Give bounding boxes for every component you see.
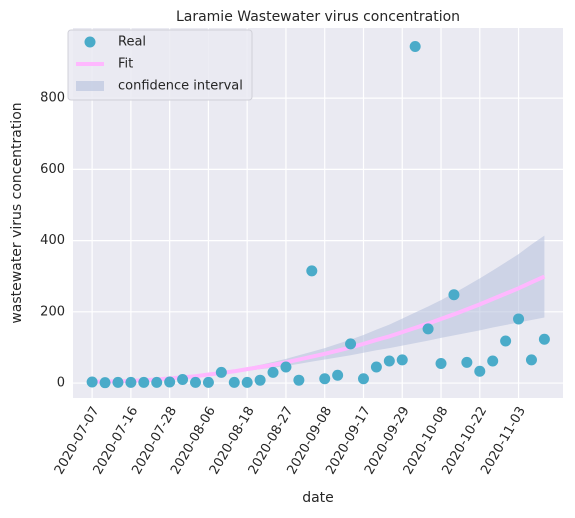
data-point	[86, 376, 98, 388]
data-point	[99, 377, 111, 389]
data-point	[513, 313, 525, 325]
data-point	[332, 369, 344, 381]
data-point	[280, 361, 292, 373]
y-tick-label: 400	[40, 233, 65, 248]
legend: Real Fit confidence interval	[67, 29, 253, 101]
y-tick-label: 800	[40, 91, 65, 106]
data-point	[254, 374, 266, 386]
data-point	[474, 365, 486, 377]
legend-label: confidence interval	[118, 79, 243, 94]
data-point	[306, 265, 318, 277]
y-tick-label: 0	[57, 376, 65, 391]
data-point	[383, 355, 395, 367]
data-point	[177, 373, 189, 385]
data-point	[357, 373, 369, 385]
data-point	[319, 373, 331, 385]
data-point	[112, 376, 124, 388]
data-point	[190, 376, 201, 388]
data-point	[345, 338, 357, 350]
data-point	[409, 41, 421, 53]
legend-symbol	[84, 36, 96, 48]
data-point	[202, 376, 214, 388]
data-point	[461, 356, 473, 368]
data-point	[241, 376, 253, 388]
data-point	[487, 355, 499, 367]
legend-label: Fit	[118, 57, 133, 72]
legend-box	[67, 29, 253, 101]
data-point	[448, 289, 460, 301]
data-point	[138, 376, 150, 388]
legend-label: Real	[118, 35, 146, 50]
chart-title: Laramie Wastewater virus concentration	[176, 9, 460, 25]
data-point	[525, 354, 537, 366]
data-point	[293, 374, 305, 386]
y-axis-label: wastewater virus concentration	[9, 102, 25, 323]
data-point	[267, 366, 279, 378]
data-point	[151, 376, 163, 388]
data-point	[215, 366, 227, 378]
data-point	[500, 335, 512, 347]
y-tick-label: 200	[40, 304, 65, 319]
data-point	[370, 361, 382, 373]
data-point	[228, 376, 240, 388]
data-point	[164, 376, 176, 388]
data-point	[422, 323, 434, 335]
data-point	[538, 333, 550, 345]
marks	[86, 41, 550, 389]
confidence-band	[92, 235, 545, 382]
legend-symbol	[76, 81, 104, 91]
y-tick-label: 600	[40, 162, 65, 177]
x-axis-label: date	[302, 490, 334, 506]
data-point	[396, 354, 408, 366]
data-point	[435, 357, 447, 369]
data-point	[125, 376, 137, 388]
